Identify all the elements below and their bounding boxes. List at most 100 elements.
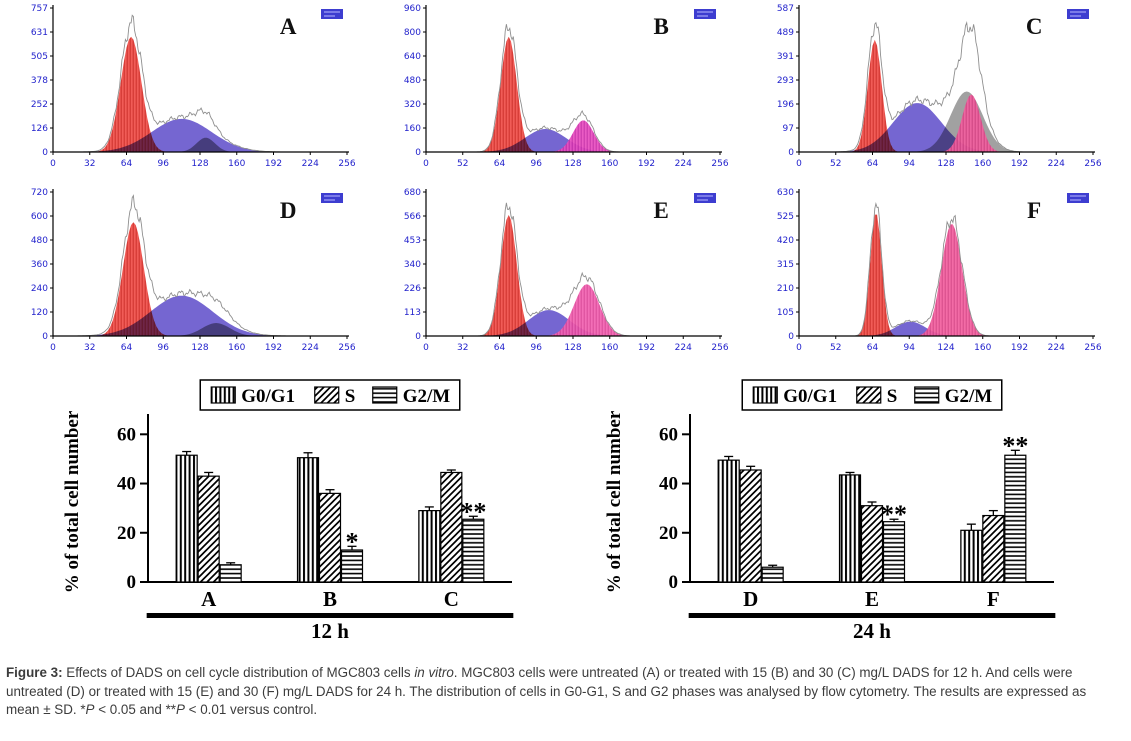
x-tick-label: 160	[601, 159, 618, 169]
flow-histogram-grid: 757 631 505 378 252 126 0 0 32 64 96 128 160 192 224 25…	[0, 0, 1131, 364]
x-tick-label: 256	[711, 343, 728, 353]
group-label-B: B	[322, 587, 336, 611]
panel-label-F: F	[1027, 198, 1041, 223]
caption-italic-in-vitro: in vitro	[414, 665, 454, 680]
x-tick-label: 224	[302, 343, 319, 353]
bar-E-G2M	[882, 521, 905, 583]
y-tick-label: 480	[404, 76, 421, 86]
y-tick-label: 105	[777, 308, 794, 318]
group-label-E: E	[864, 587, 878, 611]
hist-A-component-2	[53, 137, 347, 152]
time-label: 24 h	[853, 619, 891, 643]
panel-label-C: C	[1026, 14, 1043, 39]
x-tick-label: 256	[1084, 159, 1101, 169]
x-tick-label: 64	[494, 343, 506, 353]
y-tick-label: 525	[777, 212, 794, 222]
legend-swatch-G2M	[913, 386, 939, 404]
hist-A-component-0	[53, 36, 347, 152]
x-tick-label: 94	[904, 159, 916, 169]
significance-marker: **	[881, 500, 907, 529]
panel-label-B: B	[654, 14, 669, 39]
y-tick-label: 640	[404, 52, 421, 62]
caption-italic-p1: P	[85, 702, 95, 717]
x-tick-label: 0	[796, 159, 802, 169]
y-tick-label: 0	[126, 572, 136, 593]
x-tick-label: 128	[191, 159, 208, 169]
bar-D-G0G1	[717, 459, 740, 583]
x-tick-label: 128	[937, 159, 954, 169]
x-tick-label: 256	[338, 343, 355, 353]
x-tick-label: 192	[638, 159, 655, 169]
flow-panel-A: 757 631 505 378 252 126 0 0 32 64 96 128 160 192 224 25…	[6, 2, 358, 180]
x-tick-label: 64	[494, 159, 506, 169]
panel-label-A: A	[280, 14, 297, 39]
y-tick-label: 680	[404, 188, 421, 198]
legend-label: S	[344, 386, 355, 407]
caption-text-1: Effects of DADS on cell cycle distributi…	[62, 665, 415, 680]
x-tick-label: 64	[867, 343, 879, 353]
significance-marker: **	[460, 497, 486, 526]
bar-C-G2M	[461, 518, 484, 583]
bar-E-G0G1	[838, 474, 861, 583]
stats-box	[1067, 9, 1089, 19]
caption-figure-label: Figure 3:	[6, 665, 63, 680]
y-tick-label: 20	[117, 523, 136, 544]
y-tick-label: 453	[404, 236, 421, 246]
y-tick-label: 0	[42, 332, 48, 342]
y-tick-label: 252	[31, 100, 48, 110]
flow-histogram-E: 680 566 453 340 226 113 00 32 64 96 128 160 192 224 25…	[404, 188, 729, 353]
hist-C-component-2	[799, 91, 1093, 152]
group-label-C: C	[443, 587, 458, 611]
flow-panel-D: 720 600 480 360 240 120 0 0 32 64 96 128 160 192 224 25…	[6, 186, 358, 364]
x-tick-label: 96	[158, 343, 170, 353]
x-tick-label: 96	[531, 343, 543, 353]
x-tick-label: 0	[50, 343, 56, 353]
y-tick-label: 126	[31, 124, 48, 134]
x-tick-label: 224	[675, 159, 692, 169]
x-tick-label: 32	[457, 343, 468, 353]
caption-text-4: < 0.01 versus control.	[184, 702, 318, 717]
y-tick-label: 0	[415, 148, 421, 158]
caption-italic-p2: P	[176, 702, 185, 717]
bar-B-S	[318, 492, 341, 583]
y-tick-label: 0	[42, 148, 48, 158]
x-tick-label: 32	[84, 343, 95, 353]
y-tick-label: 340	[404, 260, 421, 270]
y-tick-label: 196	[777, 100, 794, 110]
bar-C-G0G1	[417, 510, 440, 583]
x-tick-label: 0	[796, 343, 802, 353]
y-tick-label: 587	[777, 4, 794, 14]
x-tick-label: 224	[675, 343, 692, 353]
flow-histogram-D: 720 600 480 360 240 120 00 32 64 96 128 160 192 224 25…	[31, 188, 356, 353]
y-tick-label: 320	[404, 100, 421, 110]
group-label-D: D	[743, 587, 758, 611]
group-label-A: A	[201, 587, 217, 611]
y-tick-label: 0	[668, 572, 678, 593]
bar-D-S	[739, 469, 762, 583]
x-tick-label: 124	[937, 343, 954, 353]
x-tick-label: 52	[830, 343, 841, 353]
x-tick-label: 192	[265, 343, 282, 353]
y-axis-title: % of total cell number	[62, 410, 83, 593]
y-tick-label: 631	[31, 28, 48, 38]
x-tick-label: 52	[830, 159, 841, 169]
x-tick-label: 192	[265, 159, 282, 169]
y-tick-label: 120	[31, 308, 48, 318]
legend-label: G0/G1	[241, 386, 295, 407]
legend-label: S	[886, 386, 897, 407]
flow-histogram-B: 960 800 640 480 320 160 00 52 64 96 128 160 192 224 25…	[404, 4, 729, 169]
y-tick-label: 60	[117, 424, 136, 445]
caption-text-3: < 0.05 and **	[94, 702, 177, 717]
bar-A-G0G1	[175, 454, 198, 583]
y-tick-label: 600	[31, 212, 48, 222]
x-tick-label: 128	[564, 343, 581, 353]
caption-text-2: . MGC803 cells were untreated (A) or tre…	[6, 665, 1087, 717]
y-axis-title: % of total cell number	[604, 410, 625, 593]
x-tick-label: 192	[1011, 343, 1028, 353]
barchart-row: 0 20 40 60% of total cell number * ** G0/G1 S G2…	[0, 378, 1131, 652]
y-tick-label: 40	[117, 474, 136, 495]
legend-box	[741, 379, 1002, 411]
stats-box	[321, 193, 343, 203]
x-tick-label: 0	[423, 159, 429, 169]
